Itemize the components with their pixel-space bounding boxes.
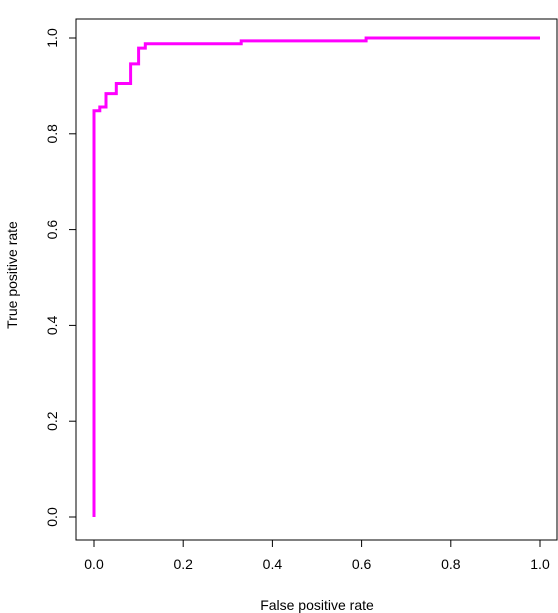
- y-tick-label: 0.4: [44, 315, 60, 335]
- x-tick-label: 0.8: [441, 556, 461, 572]
- y-tick-label: 0.0: [44, 507, 60, 527]
- x-tick-label: 0.2: [173, 556, 193, 572]
- y-axis-title: True positive rate: [4, 221, 20, 329]
- y-tick-label: 0.6: [44, 220, 60, 240]
- y-tick-label: 1.0: [44, 28, 60, 48]
- x-tick-label: 0.4: [263, 556, 283, 572]
- roc-curve-line: [92, 36, 540, 517]
- x-axis-title: False positive rate: [260, 597, 374, 613]
- plot-frame: [75, 18, 558, 541]
- x-tick-label: 1.0: [530, 556, 550, 572]
- y-tick-label: 0.8: [44, 124, 60, 144]
- x-tick-label: 0.6: [352, 556, 372, 572]
- y-tick-label: 0.2: [44, 411, 60, 431]
- x-tick-label: 0.0: [84, 556, 104, 572]
